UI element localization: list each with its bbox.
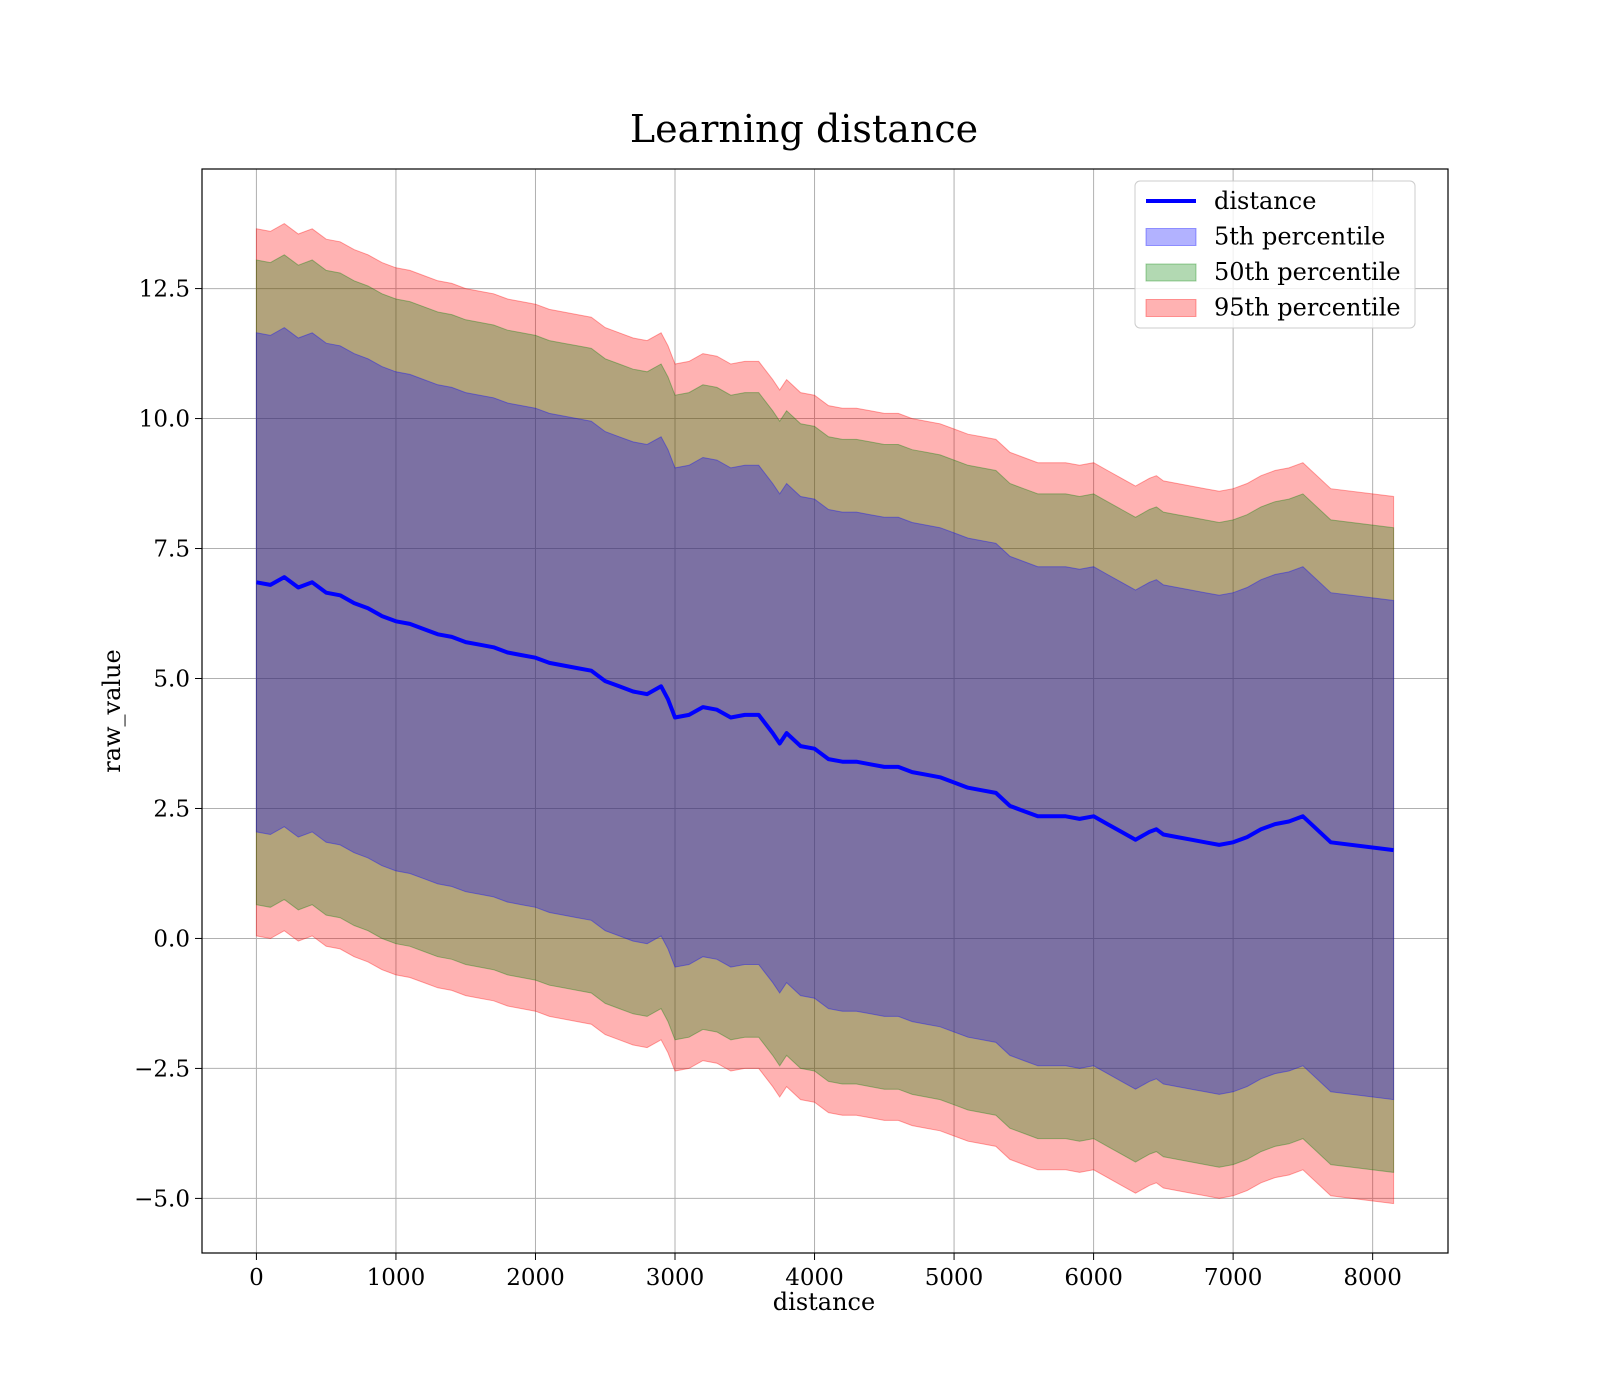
- y-axis-label: raw_value: [98, 649, 126, 773]
- chart-title: Learning distance: [630, 107, 978, 151]
- legend-swatch: [1145, 263, 1197, 282]
- y-tick-label: 0.0: [153, 926, 190, 952]
- legend-label: 50th percentile: [1214, 258, 1401, 286]
- legend-swatch: [1145, 228, 1197, 246]
- x-tick-label: 0: [249, 1265, 264, 1291]
- y-axis-ticks: −5.0 −2.5 0.0 2.5 5.0 7.5 10.0 12.5: [134, 277, 202, 1212]
- x-tick-label: 2000: [506, 1265, 565, 1291]
- legend-label: 5th percentile: [1214, 223, 1385, 251]
- band-50th-percentile: [255, 254, 1395, 1173]
- plot-frame: [201, 168, 1449, 1254]
- y-tick-label: −2.5: [134, 1056, 190, 1082]
- band-95th-percentile: [255, 223, 1395, 1205]
- x-tick-label: 8000: [1343, 1265, 1402, 1291]
- series-lines: [256, 575, 1394, 853]
- series-line-distance: [256, 575, 1394, 853]
- x-tick-label: 1000: [367, 1265, 426, 1291]
- y-tick-label: 10.0: [139, 407, 190, 433]
- x-tick-label: 7000: [1204, 1265, 1263, 1291]
- x-tick-label: 3000: [646, 1265, 705, 1291]
- band-5th-percentile: [255, 327, 1395, 1101]
- legend-label: 95th percentile: [1214, 294, 1401, 322]
- legend: distance 5th percentile 50th percentile 95t…: [1134, 180, 1416, 329]
- y-tick-label: 5.0: [153, 667, 190, 693]
- x-axis-ticks: 0 1000 2000 3000 4000 5000 6000 7000 8000: [249, 1253, 1402, 1291]
- legend-label: distance: [1214, 187, 1316, 215]
- x-tick-label: 4000: [785, 1265, 844, 1291]
- x-tick-label: 5000: [925, 1265, 984, 1291]
- x-tick-label: 6000: [1064, 1265, 1123, 1291]
- percentile-bands: [255, 223, 1395, 1205]
- y-tick-label: 12.5: [139, 277, 190, 303]
- legend-box: [1134, 180, 1416, 329]
- y-tick-label: 2.5: [153, 796, 190, 822]
- y-tick-label: −5.0: [134, 1186, 190, 1212]
- grid-lines: [202, 169, 1448, 1253]
- y-tick-label: 7.5: [153, 537, 190, 563]
- legend-swatch: [1145, 299, 1197, 317]
- x-axis-label: distance: [773, 1288, 875, 1316]
